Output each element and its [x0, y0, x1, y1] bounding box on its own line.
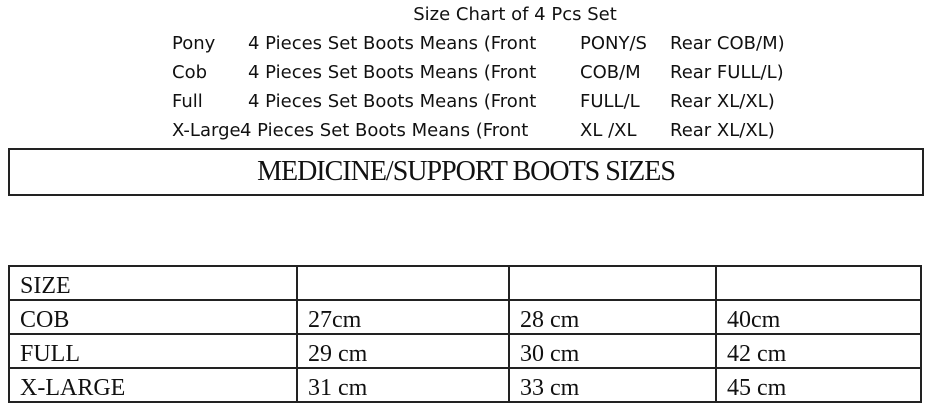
table-cell: 29 cm — [296, 333, 510, 369]
set-rear: Rear COB/M) — [670, 33, 785, 54]
set-desc: 4 Pieces Set Boots Means (Front — [248, 62, 537, 83]
section-banner: MEDICINE/SUPPORT BOOTS SIZES — [8, 148, 924, 196]
table-cell: SIZE — [8, 265, 298, 301]
set-row: Full 4 Pieces Set Boots Means (Front FUL… — [0, 91, 930, 113]
table-cell: 42 cm — [715, 333, 922, 369]
table-header-row: SIZE — [8, 265, 922, 301]
table-cell: 45 cm — [715, 367, 922, 403]
table-cell: 28 cm — [508, 299, 717, 335]
set-rear: Rear XL/XL) — [670, 91, 775, 112]
set-front: PONY/S — [580, 33, 647, 54]
table-cell — [508, 265, 717, 301]
table-cell: X-LARGE — [8, 367, 298, 403]
set-desc: 4 Pieces Set Boots Means (Front — [240, 120, 529, 141]
table-row: X-LARGE 31 cm 33 cm 45 cm — [8, 367, 922, 403]
table-cell: 40cm — [715, 299, 922, 335]
chart-title: Size Chart of 4 Pcs Set — [413, 4, 617, 25]
set-rear: Rear XL/XL) — [670, 120, 775, 141]
set-row: Pony 4 Pieces Set Boots Means (Front PON… — [0, 33, 930, 55]
set-size: Full — [172, 91, 203, 112]
table-row: COB 27cm 28 cm 40cm — [8, 299, 922, 335]
set-row: X-Large 4 Pieces Set Boots Means (Front … — [0, 120, 930, 142]
set-front: COB/M — [580, 62, 641, 83]
table-row: FULL 29 cm 30 cm 42 cm — [8, 333, 922, 369]
size-table: SIZE COB 27cm 28 cm 40cm FULL 29 cm 30 c… — [8, 265, 922, 403]
set-size: Pony — [172, 33, 216, 54]
set-front: FULL/L — [580, 91, 640, 112]
table-cell: 27cm — [296, 299, 510, 335]
set-rear: Rear FULL/L) — [670, 62, 784, 83]
set-size: X-Large — [172, 120, 241, 141]
table-cell: COB — [8, 299, 298, 335]
table-cell — [715, 265, 922, 301]
table-cell: 31 cm — [296, 367, 510, 403]
table-cell — [296, 265, 510, 301]
set-front: XL /XL — [580, 120, 637, 141]
set-size: Cob — [172, 62, 208, 83]
table-cell: FULL — [8, 333, 298, 369]
banner-title: MEDICINE/SUPPORT BOOTS SIZES — [257, 156, 676, 187]
set-desc: 4 Pieces Set Boots Means (Front — [248, 33, 537, 54]
set-desc: 4 Pieces Set Boots Means (Front — [248, 91, 537, 112]
set-row: Cob 4 Pieces Set Boots Means (Front COB/… — [0, 62, 930, 84]
table-cell: 33 cm — [508, 367, 717, 403]
table-cell: 30 cm — [508, 333, 717, 369]
